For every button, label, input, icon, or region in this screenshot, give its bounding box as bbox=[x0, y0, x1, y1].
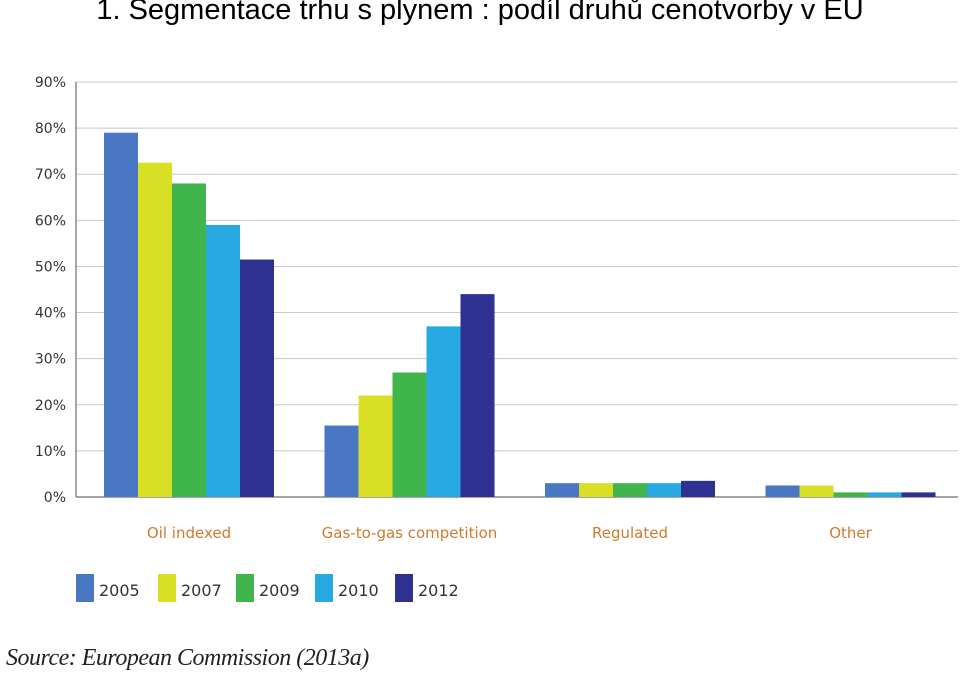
bar bbox=[833, 492, 868, 497]
bar bbox=[426, 326, 461, 497]
y-axis-ticks: 0% 10% 20% 30% 40% 50% 60% 70% 80% 90% bbox=[35, 75, 66, 506]
y-tick-label: 50% bbox=[35, 259, 66, 275]
legend-swatch bbox=[315, 574, 333, 602]
bar bbox=[104, 132, 138, 497]
y-tick-label: 80% bbox=[35, 121, 66, 137]
bar bbox=[240, 259, 274, 497]
legend-swatch bbox=[76, 574, 94, 602]
slide-title: 1. Segmentace trhu s plynem : podíl druh… bbox=[96, 0, 864, 26]
bar bbox=[358, 395, 393, 497]
bar bbox=[392, 372, 427, 497]
source-note: Source: European Commission (2013a) bbox=[6, 645, 369, 671]
bar bbox=[647, 483, 681, 497]
bar bbox=[206, 224, 240, 497]
bar bbox=[172, 183, 206, 497]
legend-swatch bbox=[158, 574, 176, 602]
legend-label: 2009 bbox=[259, 581, 300, 600]
y-tick-label: 70% bbox=[35, 167, 66, 183]
bar bbox=[460, 294, 495, 497]
x-category-label: Oil indexed bbox=[147, 524, 231, 542]
y-tick-label: 30% bbox=[35, 352, 66, 368]
bar bbox=[579, 483, 613, 497]
y-tick-label: 10% bbox=[35, 444, 66, 460]
bar bbox=[138, 162, 172, 497]
y-tick-label: 90% bbox=[35, 75, 66, 91]
legend-label: 2012 bbox=[418, 581, 459, 600]
y-tick-label: 20% bbox=[35, 398, 66, 414]
legend-label: 2010 bbox=[338, 581, 379, 600]
bar bbox=[545, 483, 579, 497]
bar bbox=[681, 480, 715, 497]
bar bbox=[901, 492, 936, 497]
bar bbox=[324, 425, 359, 497]
y-tick-label: 40% bbox=[35, 306, 66, 322]
y-tick-label: 60% bbox=[35, 213, 66, 229]
legend-swatch bbox=[395, 574, 413, 602]
bars bbox=[104, 132, 936, 497]
bar-chart: 0% 10% 20% 30% 40% 50% 60% 70% 80% 90% Oil indexe… bbox=[35, 75, 958, 602]
x-category-label: Regulated bbox=[592, 524, 668, 542]
x-category-label: Gas-to-gas competition bbox=[322, 524, 498, 542]
legend-swatch bbox=[236, 574, 254, 602]
y-tick-label: 0% bbox=[44, 490, 66, 506]
legend: 2005 2007 2009 2010 2012 bbox=[76, 574, 459, 602]
x-axis-categories: Oil indexed Gas-to-gas competition Regulat… bbox=[147, 524, 873, 542]
legend-label: 2007 bbox=[181, 581, 222, 600]
bar bbox=[867, 492, 902, 497]
bar bbox=[613, 483, 647, 497]
bar bbox=[765, 485, 800, 497]
x-category-label: Other bbox=[829, 524, 872, 542]
bar bbox=[799, 485, 834, 497]
legend-label: 2005 bbox=[99, 581, 140, 600]
